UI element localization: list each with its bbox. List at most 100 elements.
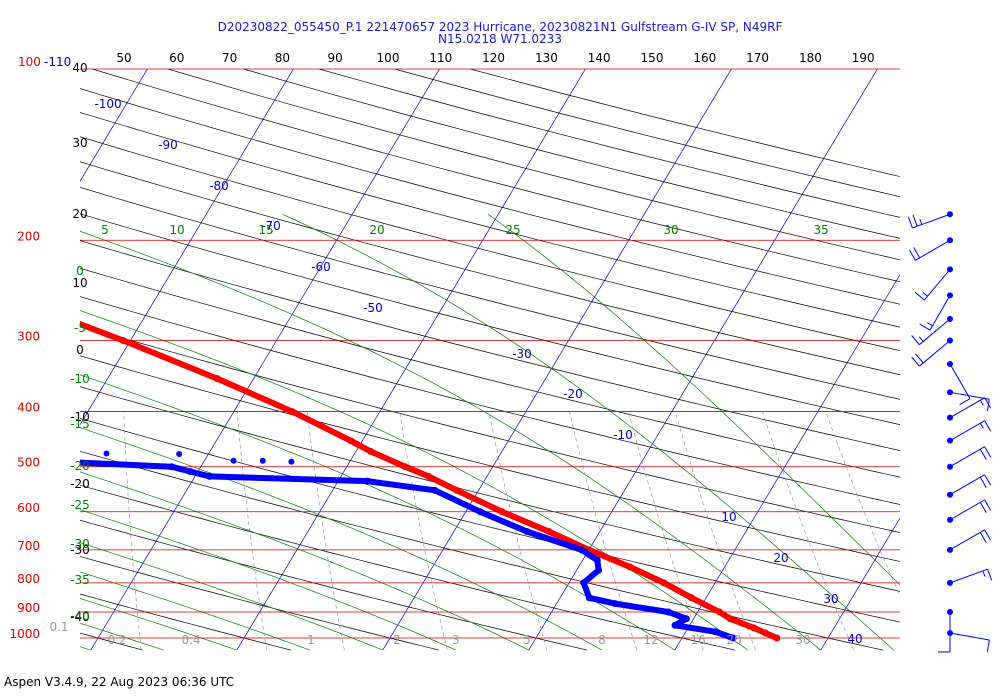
moist-adiabat-label: -30 <box>70 537 90 551</box>
isotherm-label: 40 <box>847 632 862 646</box>
wind-barb <box>919 292 953 331</box>
wind-barb-staff <box>919 318 951 346</box>
wind-barb-half-flag <box>919 218 923 225</box>
temperature-profile-point <box>545 528 553 535</box>
dry-adiabat-line <box>80 519 587 651</box>
isotherm-label: -60 <box>311 260 331 274</box>
wind-barb <box>947 446 992 470</box>
dry-adiabat-line <box>80 386 900 592</box>
pressure-label: 700 <box>17 539 40 553</box>
mixing-ratio-line <box>628 411 704 651</box>
wind-barb-staff <box>919 340 951 367</box>
moist-adiabat-label: 15 <box>258 223 273 237</box>
temperature-profile-point <box>401 463 409 471</box>
wind-barb-flag <box>984 446 992 458</box>
wind-barb <box>911 315 953 346</box>
dewpoint-profile-point <box>595 566 603 574</box>
wind-barb-half-flag <box>918 336 924 342</box>
theta-top-label: 140 <box>588 51 611 65</box>
wind-barb <box>947 630 990 652</box>
wind-barb <box>947 389 990 412</box>
dry-adiabat-label: 0 <box>76 343 84 357</box>
wind-barbs <box>907 211 993 653</box>
wind-barb-staff <box>949 363 971 399</box>
dewpoint-scatter-point <box>103 450 110 457</box>
wind-barb-staff <box>923 269 951 301</box>
dewpoint-profile-point <box>578 546 586 554</box>
dry-adiabat-line <box>80 484 735 651</box>
isotherm-line <box>0 43 17 650</box>
pressure-label: 500 <box>17 456 40 470</box>
theta-top-label: 150 <box>641 51 664 65</box>
wind-barb <box>947 420 992 444</box>
dry-adiabat-line <box>80 355 900 562</box>
pressure-label: 300 <box>17 329 40 343</box>
isotherm-label: -20 <box>563 387 583 401</box>
title-line-1: D20230822_055450_P.1 221470657 2023 Hurr… <box>217 20 783 34</box>
mixing-ratio-line <box>123 411 142 651</box>
pressure-label: 100 <box>18 55 41 69</box>
temperature-profile-point <box>288 408 296 416</box>
dewpoint-profile-point <box>168 463 176 471</box>
dry-adiabat-line <box>80 112 900 328</box>
temperature-profile-point <box>498 508 506 516</box>
dewpoint-scatter-point <box>288 458 295 465</box>
wind-barb-half-flag <box>979 422 984 429</box>
moist-adiabat-label: 0 <box>76 264 84 278</box>
isotherm-label: 10 <box>721 510 736 524</box>
dewpoint-profile-point <box>671 621 679 629</box>
dewpoint-profile-point <box>711 628 719 636</box>
isotherm-label: -30 <box>512 347 532 361</box>
isotherm-line <box>236 69 586 651</box>
dry-adiabat-label: -30 <box>70 543 90 557</box>
pressure-label: 600 <box>17 501 40 515</box>
dewpoint-profile-point <box>206 472 214 480</box>
mixing-ratio-label: 3 <box>452 633 460 647</box>
isotherm-line <box>90 69 440 651</box>
theta-top-label: 60 <box>169 51 184 65</box>
temperature-profile-point <box>367 447 374 455</box>
wind-barb-flag <box>913 247 921 259</box>
moist-adiabat-label: 5 <box>101 223 109 237</box>
wind-barb-half-flag <box>922 291 928 297</box>
theta-top-label: 70 <box>222 51 237 65</box>
dry-adiabat-label: -10 <box>70 410 90 424</box>
isotherm-label: -10 <box>613 428 633 442</box>
dry-adiabat-line <box>80 325 900 533</box>
moist-adiabat-label: 25 <box>505 223 520 237</box>
dry-adiabat-label: 10 <box>72 276 87 290</box>
isotherm-line <box>528 69 878 651</box>
footer-text: Aspen V3.4.9, 22 Aug 2023 06:36 UTC <box>4 675 235 689</box>
temperature-profile-point <box>726 615 734 623</box>
moist-adiabat-line <box>80 509 456 651</box>
wind-barb-flag <box>986 399 990 412</box>
wind-barb-flag <box>911 356 920 367</box>
chart-title: D20230822_055450_P.1 221470657 2023 Hurr… <box>0 21 1000 45</box>
moist-adiabat-line <box>0 214 18 650</box>
wind-barb-staff <box>949 446 985 468</box>
temperature-profile-point <box>716 608 723 616</box>
isotherm-line <box>382 69 732 651</box>
wind-barb-flag <box>984 474 992 486</box>
moist-adiabat-line <box>487 214 900 586</box>
wind-barb-flag <box>919 323 931 331</box>
temperature-profile-point <box>1 292 8 299</box>
wind-barb-flag <box>907 216 913 229</box>
title-line-2: N15.0218 W71.0233 <box>438 32 562 46</box>
pressure-label: 900 <box>17 601 40 615</box>
dewpoint-scatter-point <box>31 450 37 456</box>
wind-barb-staff <box>949 499 985 521</box>
dry-adiabat-label: -20 <box>70 477 90 491</box>
dry-adiabat-line <box>80 240 900 451</box>
wind-barb-flag <box>984 499 992 511</box>
wind-barb-staff <box>949 568 988 584</box>
dewpoint-profile-point <box>585 594 593 602</box>
moist-adiabat-label: -35 <box>70 573 90 587</box>
theta-top-label: 80 <box>275 51 290 65</box>
moist-adiabat-line <box>80 542 383 651</box>
wind-barb-staff <box>949 420 985 442</box>
dry-adiabat-line <box>80 556 439 651</box>
temperature-profile-point <box>761 629 769 637</box>
wind-barb-flag <box>987 569 993 581</box>
